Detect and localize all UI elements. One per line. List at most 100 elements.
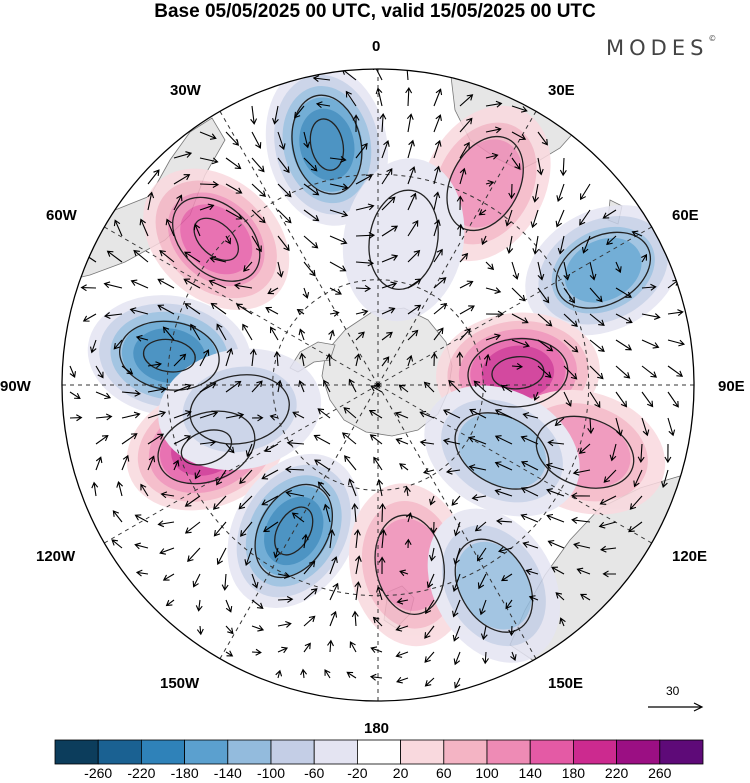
wind-vector <box>243 261 253 272</box>
wind-vector <box>633 469 643 488</box>
wind-vector <box>328 329 335 341</box>
wind-vector <box>563 391 572 407</box>
colorbar-tick-label: 140 <box>518 765 542 781</box>
wind-vector <box>406 354 414 367</box>
wind-vector <box>407 249 421 263</box>
wind-vector <box>426 573 435 589</box>
wind-vector <box>405 86 413 107</box>
wind-vector <box>372 69 383 81</box>
wind-vector <box>80 284 97 292</box>
wind-vector <box>325 353 333 367</box>
wind-vector <box>273 350 281 367</box>
wind-vector <box>111 539 123 549</box>
wind-vector <box>121 365 134 375</box>
modes-logo: MODES© <box>606 34 716 60</box>
wind-vector <box>398 384 409 393</box>
wind-vector <box>482 651 489 665</box>
wind-vector <box>520 435 539 445</box>
lon-label-60w: 60W <box>46 207 77 224</box>
wind-vector <box>90 339 97 354</box>
wind-vector <box>459 305 475 315</box>
wind-vector <box>511 131 527 141</box>
wind-vector <box>173 353 187 367</box>
wind-vector <box>329 209 349 218</box>
wind-vector <box>405 512 413 523</box>
wind-vector <box>520 513 539 523</box>
wind-vector <box>251 131 262 149</box>
wind-vector <box>378 556 386 575</box>
wind-vector <box>199 382 217 393</box>
wind-vector <box>251 235 262 253</box>
wind-vector <box>570 492 591 500</box>
wind-vector <box>456 195 464 211</box>
wind-vector <box>225 157 242 170</box>
wind-vector <box>379 112 387 133</box>
wind-vector <box>238 495 253 510</box>
wind-vector <box>511 362 524 370</box>
contour-line <box>157 410 256 485</box>
colorbar-swatch <box>97 739 142 765</box>
wind-vector <box>442 438 461 445</box>
wind-vector <box>303 157 318 172</box>
wind-vector <box>381 254 399 263</box>
wind-vector <box>589 261 597 281</box>
wind-vector <box>277 235 290 252</box>
wind-vector <box>474 521 487 532</box>
wind-vector <box>216 323 227 341</box>
wind-vector <box>251 414 264 422</box>
wind-vector <box>579 593 591 601</box>
wind-vector <box>82 313 97 322</box>
wind-vector <box>224 235 231 245</box>
wind-vector <box>373 456 383 471</box>
wind-vector <box>173 151 193 159</box>
wind-vector <box>481 235 488 246</box>
wind-vector <box>453 521 461 537</box>
wind-vector <box>216 469 227 486</box>
wind-vector <box>129 307 149 315</box>
wind-vector <box>193 223 201 237</box>
wind-vector <box>199 203 215 211</box>
wind-vector <box>379 529 387 549</box>
map-boundary <box>61 68 695 702</box>
wind-vector <box>160 491 175 499</box>
wind-vector <box>407 329 419 341</box>
wind-vector <box>277 131 286 151</box>
wind-vector <box>528 595 539 602</box>
colorbar-swatch <box>313 739 358 765</box>
wind-vector <box>139 218 149 237</box>
colorbar-tick-label: 100 <box>475 765 499 781</box>
wind-vector <box>407 192 417 211</box>
wind-vector <box>329 287 342 295</box>
contour-loop <box>374 514 445 616</box>
wind-vector <box>329 582 339 601</box>
wind-vector <box>225 347 234 367</box>
contour-line <box>189 374 290 445</box>
wind-vector <box>511 105 528 113</box>
wind-vector <box>225 625 234 635</box>
wind-vector <box>557 235 565 255</box>
wind-vector <box>296 308 305 316</box>
wind-vector <box>173 459 180 471</box>
wind-vector <box>525 568 539 576</box>
wind-vector <box>173 194 183 211</box>
wind-vector <box>327 639 334 653</box>
wind-vector <box>199 131 217 140</box>
wind-vector <box>637 443 645 464</box>
wind-vector <box>468 436 487 445</box>
wind-vector <box>302 287 310 299</box>
wind-vector <box>103 312 123 319</box>
wind-vector <box>265 306 279 315</box>
wind-vector <box>355 285 372 292</box>
wind-vector <box>376 585 383 601</box>
wind-vector <box>494 488 513 497</box>
wind-vector <box>579 209 591 226</box>
wind-vector <box>251 599 264 609</box>
wind-vector <box>532 183 540 203</box>
wind-vector <box>264 443 279 452</box>
wind-vector <box>277 595 294 603</box>
wind-vector <box>381 356 390 367</box>
wind-vector <box>537 339 554 352</box>
wind-vector <box>209 255 227 263</box>
wind-vector <box>381 331 393 341</box>
wind-vector <box>641 339 660 349</box>
